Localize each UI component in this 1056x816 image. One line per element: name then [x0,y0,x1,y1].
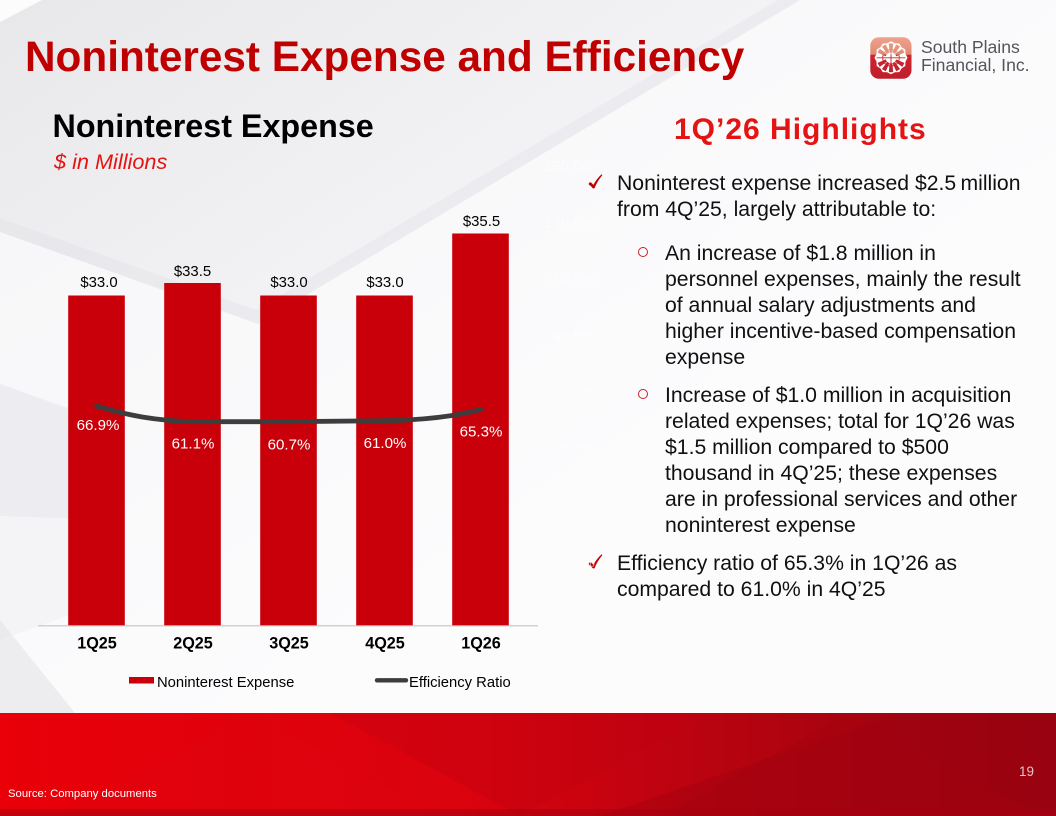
svg-text:$33.0: $33.0 [270,275,307,291]
svg-text:61.0%: 61.0% [364,435,407,452]
svg-text:1Q26: 1Q26 [461,634,501,652]
svg-text:Noninterest Expense: Noninterest Expense [157,675,294,690]
svg-text:$35.5: $35.5 [463,214,500,230]
svg-text:65.3%: 65.3% [460,424,503,441]
svg-text:$33.0: $33.0 [366,275,403,291]
svg-text:61.1%: 61.1% [172,436,215,453]
svg-text:1Q25: 1Q25 [77,634,117,652]
svg-text:$33.0: $33.0 [80,275,117,291]
svg-text:$33.5: $33.5 [174,264,211,280]
svg-text:Efficiency Ratio: Efficiency Ratio [409,675,511,690]
svg-text:2Q25: 2Q25 [173,634,213,652]
svg-text:4Q25: 4Q25 [365,634,405,652]
svg-text:66.9%: 66.9% [77,417,120,434]
svg-text:60.7%: 60.7% [268,437,311,454]
svg-text:3Q25: 3Q25 [269,634,309,652]
